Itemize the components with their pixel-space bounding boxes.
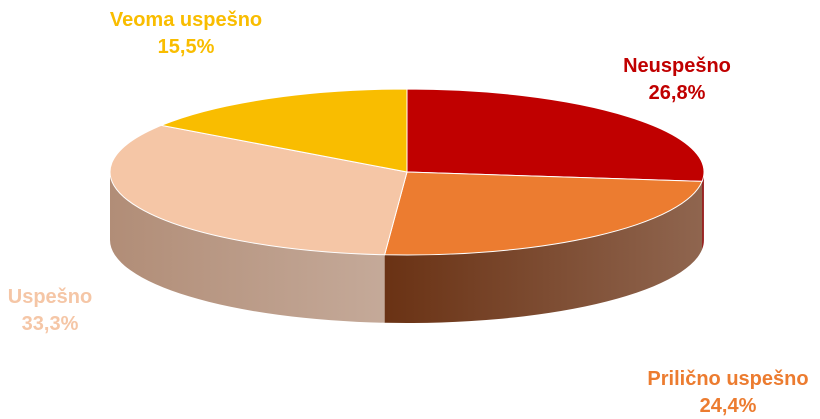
pie-slice-neuspesno bbox=[406, 88, 705, 182]
pie-slice-prilicno-uspesno bbox=[383, 171, 703, 256]
pie-value-label: 33,3% bbox=[22, 313, 79, 335]
pie-value-label: 15,5% bbox=[158, 36, 215, 58]
pie-label-neuspesno: Neuspešno 26,8% bbox=[623, 55, 731, 104]
pie-value-label: 24,4% bbox=[700, 395, 757, 417]
pie-category-label: Veoma uspešno bbox=[110, 9, 262, 31]
pie-category-label: Prilično uspešno bbox=[647, 368, 808, 390]
pie-label-prilicno-uspesno: Prilično uspešno 24,4% bbox=[647, 368, 808, 417]
pie-category-label: Uspešno bbox=[8, 286, 92, 308]
pie-sides bbox=[110, 172, 704, 323]
pie-category-label: Neuspešno bbox=[623, 55, 731, 77]
pie-slices bbox=[109, 88, 705, 256]
pie-side-uspesno bbox=[110, 172, 385, 323]
pie-side-neuspesno bbox=[702, 172, 704, 250]
pie-label-uspesno: Uspešno 33,3% bbox=[8, 286, 92, 335]
pie-value-label: 26,8% bbox=[649, 82, 706, 104]
pie-slice-veoma-uspesno bbox=[159, 88, 408, 173]
pie-labels: Neuspešno 26,8% Prilično uspešno 24,4% Uspeš… bbox=[8, 9, 809, 417]
pie-label-veoma-uspesno: Veoma uspešno 15,5% bbox=[110, 9, 262, 58]
pie-side-prilicno-uspesno bbox=[384, 181, 703, 323]
pie-slice-uspesno bbox=[109, 124, 408, 256]
